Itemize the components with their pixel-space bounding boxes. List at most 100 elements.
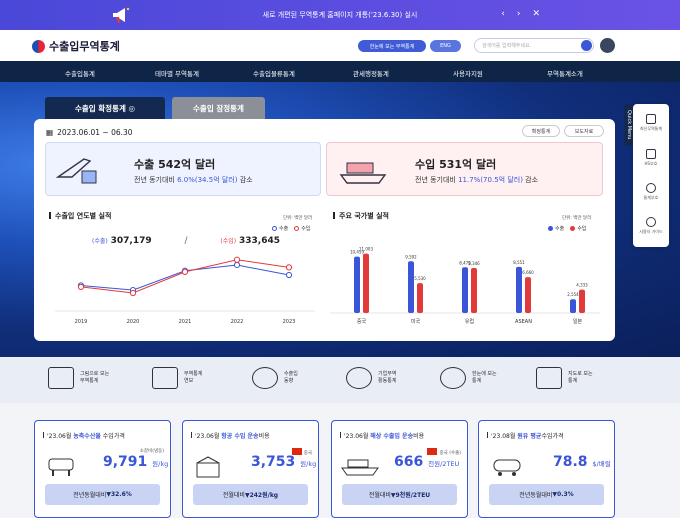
- megaphone-icon: [113, 7, 130, 23]
- data-label: 4,333: [576, 283, 588, 288]
- bar-import: [417, 283, 423, 313]
- data-label: 10,459: [350, 250, 364, 255]
- x-tick-label: 미국: [411, 318, 421, 325]
- nav-item[interactable]: 무역통계소개: [547, 70, 583, 78]
- user-icon: [646, 217, 656, 227]
- company-search-icon: [346, 367, 372, 389]
- yearly-title: 수출입 연도별 실적: [49, 211, 111, 221]
- cargo-icon: [196, 456, 220, 478]
- data-point: [181, 268, 189, 276]
- trend-coin-icon: [252, 367, 278, 389]
- data-label: 8,346: [468, 261, 480, 266]
- english-button[interactable]: ENG: [430, 40, 461, 52]
- x-tick-label: 2020: [127, 319, 140, 325]
- data-point: [77, 283, 85, 291]
- data-label: 9,592: [405, 254, 417, 259]
- nav-item[interactable]: 관세행정통계: [353, 70, 389, 78]
- x-tick-label: 2023: [283, 319, 296, 325]
- data-label: 2,554: [567, 292, 579, 297]
- export-plane-icon: [55, 158, 97, 184]
- overview-stats-button[interactable]: 한눈에 보는 무역통계: [358, 40, 426, 52]
- data-label: 6,660: [522, 270, 534, 275]
- x-tick-label: 일본: [573, 318, 583, 325]
- bar-import: [363, 253, 369, 313]
- site-logo[interactable]: 수출입무역통계: [32, 38, 120, 54]
- shortcut-item[interactable]: 수출입 동향: [252, 367, 298, 389]
- search-icon[interactable]: [581, 40, 592, 51]
- data-label: 11,003: [359, 247, 373, 252]
- country-title: 주요 국가별 실적: [333, 211, 389, 221]
- shortcut-item[interactable]: 그림으로 보는 무역통계: [48, 367, 109, 389]
- price-card-air[interactable]: '23.06월 항공 수입 운송비용 중국 3,753 원/kg 전월대비 ▼2…: [182, 420, 319, 518]
- taegeuk-logo-icon: [32, 39, 45, 53]
- calendar-icon: ▦: [46, 128, 54, 137]
- yearbook-icon: [152, 367, 178, 389]
- shortcut-item[interactable]: 무역통계 연보: [152, 367, 202, 389]
- data-point: [285, 264, 293, 271]
- tab-confirmed[interactable]: 수출입 확정통계 ◎: [45, 97, 165, 119]
- main-nav: 수출입통계 테마별 무역통계 수출입물류통계 관세행정통계 사용자지원 무역통계…: [0, 61, 680, 82]
- nav-item[interactable]: 수출입물류통계: [253, 70, 295, 78]
- container-ship-icon: [341, 459, 379, 476]
- export-total: 수출 542억 달러: [134, 158, 216, 171]
- tab-tentative[interactable]: 수출입 잠정통계: [172, 97, 265, 119]
- nav-item[interactable]: 수출입통계: [65, 70, 95, 78]
- quick-item[interactable]: HS부호: [633, 149, 669, 167]
- data-label: 8,551: [513, 260, 525, 265]
- data-point: [129, 289, 137, 297]
- oil-tanker-icon: [493, 459, 521, 476]
- yearly-line-chart: 2019 2020 2021 2022 2023: [55, 256, 315, 325]
- bar-export: [570, 299, 576, 313]
- data-label: 8,475: [459, 260, 471, 265]
- x-tick-label: 2019: [75, 319, 88, 325]
- search-input[interactable]: 검색어를 입력해주세요.: [474, 38, 594, 53]
- data-point: [233, 256, 241, 263]
- x-tick-label: 중국: [357, 319, 367, 325]
- nav-item[interactable]: 사용자지원: [453, 70, 483, 78]
- price-card-agri[interactable]: '23.06월 농축수산물 수입가격 소갈비(냉동) 9,791 원/kg 전년…: [34, 420, 171, 518]
- data-point: [233, 261, 241, 269]
- period: ▦ 2023.06.01 ~ 06.30: [46, 128, 133, 137]
- shortcut-item[interactable]: 한눈에 보는 통계: [440, 367, 497, 389]
- import-summary: 수입 531억 달러 전년 동기대비 11.7%(70.5억 달러) 감소: [326, 142, 603, 196]
- x-tick-label: 2021: [179, 319, 192, 325]
- confirmed-stats-button[interactable]: 확정통계: [522, 125, 560, 137]
- bar-export: [408, 261, 414, 313]
- shortcut-item[interactable]: 기업무역 활동통계: [346, 367, 396, 389]
- shortcut-item[interactable]: 지도로 보는 통계: [536, 367, 593, 389]
- bar-import: [579, 289, 585, 313]
- sitemap-icon: [646, 114, 656, 124]
- map-icon: [536, 367, 562, 389]
- quick-item[interactable]: 통계부호: [633, 183, 669, 201]
- bar-export: [516, 266, 522, 313]
- menu-icon[interactable]: [600, 38, 615, 53]
- shortcut-band: [0, 357, 680, 403]
- press-release-button[interactable]: 보도자료: [564, 125, 604, 137]
- banner-text: 새로 개편된 무역통계 홈페이지 개통('23.6.30) 실시: [262, 11, 418, 19]
- bar-import: [471, 268, 477, 313]
- import-ship-icon: [339, 162, 387, 184]
- quick-menu-label[interactable]: Quick Menu: [624, 104, 634, 146]
- close-icon[interactable]: ✕: [532, 9, 540, 19]
- quick-menu: 최신무역통계 HS부호 통계부호 사용자 가이드: [633, 104, 669, 247]
- quick-item[interactable]: 최신무역통계: [633, 114, 669, 132]
- data-point: [285, 271, 293, 279]
- bar-export: [462, 267, 468, 313]
- nav-item[interactable]: 테마별 무역통계: [155, 70, 199, 78]
- import-total: 수입 531억 달러: [415, 158, 497, 171]
- export-summary: 수출 542억 달러 전년 동기대비 6.0%(34.5억 달러) 감소: [45, 142, 321, 196]
- x-tick-label: ASEAN: [515, 319, 532, 325]
- price-card-oil[interactable]: '23.08월 원유 평균수입가격 78.8 $/배럴 전년동월대비 ▼0.3%: [478, 420, 615, 518]
- prev-icon[interactable]: ‹: [501, 9, 505, 19]
- china-flag-icon: [291, 448, 302, 455]
- x-tick-label: 유럽: [465, 318, 474, 325]
- price-card-sea[interactable]: '23.06월 해상 수출입 운송비용 중국 (수출) 666 천원/2TEU …: [331, 420, 468, 518]
- chart-monitor-icon: [48, 367, 74, 389]
- header: 수출입무역통계 한눈에 보는 무역통계 ENG 검색어를 입력해주세요.: [0, 30, 680, 61]
- top-banner[interactable]: 새로 개편된 무역통계 홈페이지 개통('23.6.30) 실시 ‹ › ✕: [0, 0, 680, 30]
- quick-item[interactable]: 사용자 가이드: [633, 217, 669, 235]
- next-icon[interactable]: ›: [516, 9, 521, 19]
- data-label: 5,530: [414, 276, 426, 281]
- bar-import: [525, 277, 531, 313]
